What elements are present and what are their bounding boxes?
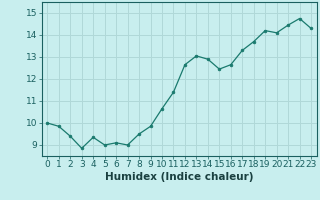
X-axis label: Humidex (Indice chaleur): Humidex (Indice chaleur) [105,172,253,182]
